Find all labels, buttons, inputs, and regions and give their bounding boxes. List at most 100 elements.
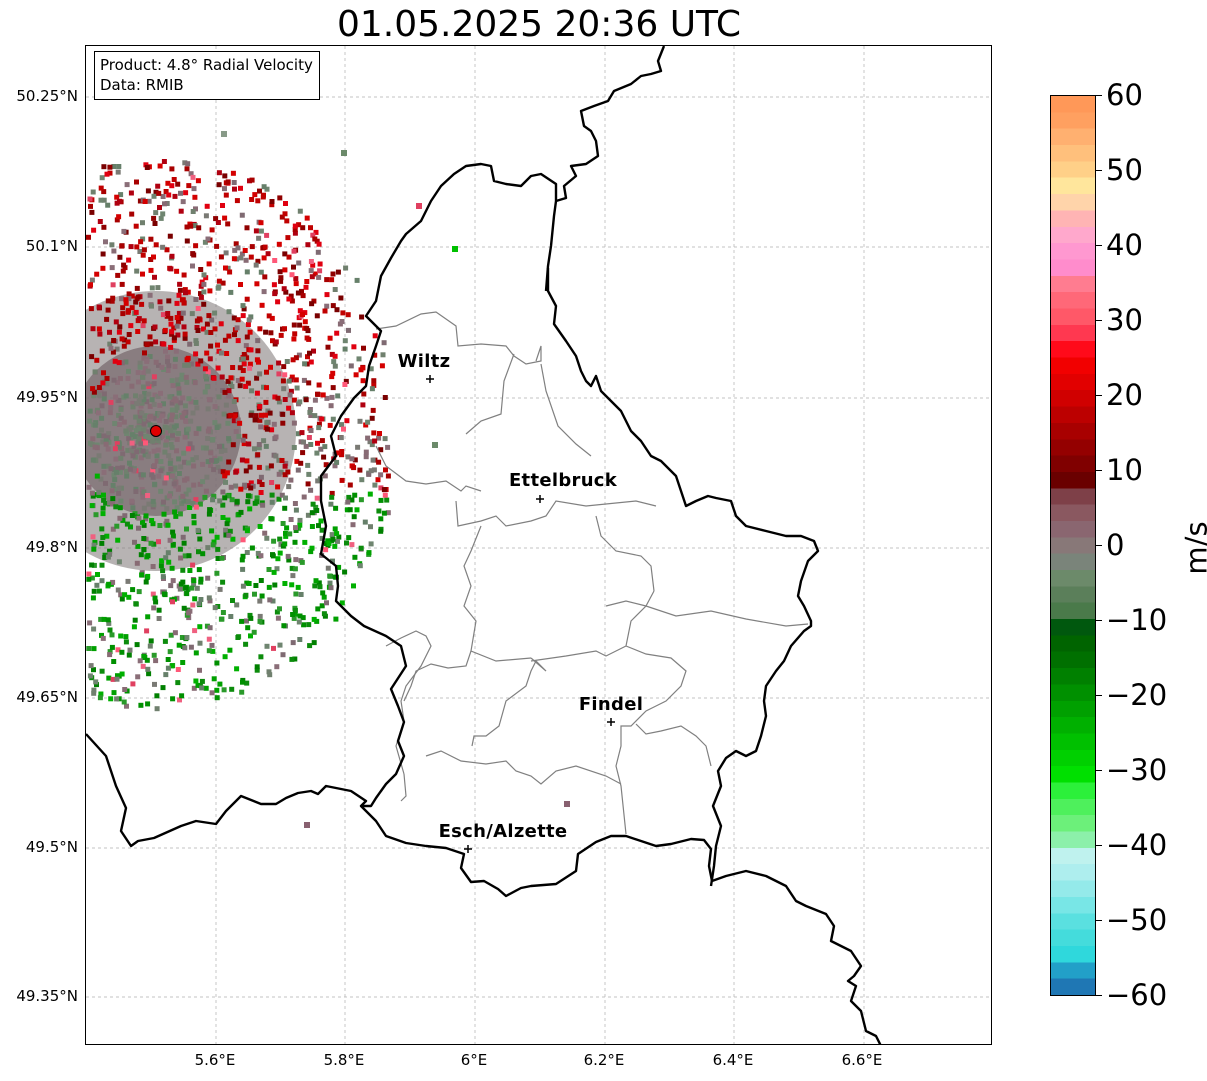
radar-echo-pixel	[276, 399, 282, 405]
radar-echo-pixel	[234, 602, 240, 608]
radar-echo-pixel	[205, 236, 211, 242]
radar-echo-pixel	[140, 271, 145, 277]
radar-echo-pixel	[124, 182, 130, 188]
radar-echo-pixel	[264, 385, 269, 391]
radar-echo-pixel	[183, 491, 189, 497]
radar-echo-pixel	[135, 674, 141, 680]
radar-echo-pixel	[231, 418, 237, 424]
radar-echo-pixel	[226, 388, 232, 394]
radar-echo-pixel	[171, 424, 177, 430]
radar-echo-pixel	[253, 413, 259, 419]
map-panel[interactable]	[85, 45, 992, 1045]
colorbar-tick-label: −40	[1106, 828, 1168, 862]
radar-echo-pixel	[241, 441, 247, 447]
radar-echo-pixel	[285, 469, 291, 475]
radar-echo-pixel	[101, 497, 107, 503]
radar-echo-pixel	[274, 609, 280, 615]
colorbar-tick-mark	[1095, 845, 1102, 846]
radar-echo-pixel	[198, 291, 203, 297]
radar-echo-pixel	[109, 644, 115, 650]
radar-echo-pixel	[124, 473, 130, 479]
radar-echo-pixel	[218, 350, 224, 356]
radar-echo-pixel	[180, 493, 186, 499]
canton-border-esch-west	[400, 773, 407, 802]
radar-echo-pixel	[190, 263, 195, 269]
radar-echo-pixel	[298, 460, 304, 466]
radar-echo-pixel	[109, 242, 115, 248]
radar-echo-pixel	[110, 526, 116, 532]
radar-echo-pixel	[280, 411, 286, 417]
radar-echo-pixel	[297, 308, 303, 314]
radar-echo-pixel	[201, 326, 206, 332]
radar-echo-pixel	[141, 489, 147, 495]
radar-echo-pixel	[121, 343, 127, 349]
radar-echo-pixel	[205, 406, 211, 412]
radar-echo-pixel	[196, 601, 202, 607]
radar-echo-pixel	[181, 450, 187, 456]
radar-echo-pixel	[323, 541, 329, 547]
radar-echo-pixel	[226, 532, 232, 538]
radar-echo-pixel	[343, 265, 349, 271]
radar-echo-pixel	[100, 511, 106, 517]
radar-echo-pixel	[115, 169, 121, 175]
radar-echo-pixel	[208, 343, 214, 349]
colorbar-tick-label: −30	[1106, 753, 1168, 787]
radar-echo-pixel	[325, 538, 331, 544]
radar-echo-pixel	[96, 493, 102, 499]
radar-echo-pixel	[204, 350, 210, 356]
radar-echo-pixel	[323, 462, 329, 468]
radar-echo-pixel	[105, 298, 111, 304]
radar-echo-pixel	[111, 659, 117, 664]
radar-echo-pixel	[330, 536, 336, 542]
radar-echo-pixel	[243, 468, 249, 474]
radar-echo-pixel	[335, 269, 341, 275]
radar-echo-pixel	[114, 676, 120, 682]
radar-echo-pixel	[167, 493, 173, 499]
radar-echo-pixel	[165, 180, 171, 186]
radar-echo-pixel	[105, 446, 111, 452]
radar-echo-pixel	[134, 285, 140, 291]
radar-echo-pixel	[92, 444, 98, 450]
radar-echo-pixel	[239, 557, 245, 563]
radar-echo-pixel	[299, 559, 305, 565]
radar-echo-pixel	[89, 354, 95, 360]
radar-echo-pixel	[115, 272, 121, 278]
radar-echo-pixel	[177, 281, 183, 287]
radar-echo-pixel	[332, 526, 338, 532]
radar-echo-pixel	[104, 171, 110, 177]
radar-echo-pixel	[319, 527, 325, 533]
radar-echo-pixel	[237, 420, 243, 426]
radar-echo-pixel	[133, 489, 139, 494]
radar-echo-pixel	[212, 404, 218, 409]
data-source-label: Data: RMIB	[100, 76, 184, 94]
radar-echo-pixel	[197, 667, 202, 673]
radar-echo-pixel	[215, 464, 221, 470]
radar-echo-pixel	[149, 397, 155, 403]
radar-echo-pixel	[316, 241, 322, 247]
radar-echo-pixel	[264, 426, 270, 432]
radar-echo-pixel	[324, 600, 329, 606]
map-canvas[interactable]	[86, 46, 992, 1045]
radar-echo-pixel	[289, 272, 295, 278]
radar-echo-pixel	[258, 474, 264, 480]
radar-echo-pixel	[190, 562, 196, 568]
radar-echo-pixel	[104, 376, 110, 381]
radar-echo-pixel	[147, 434, 153, 440]
radar-echo-pixel	[107, 627, 113, 633]
radar-echo-pixel	[159, 558, 165, 564]
radar-echo-pixel	[218, 321, 224, 327]
radar-echo-pixel	[175, 319, 181, 325]
radar-echo-pixel	[258, 269, 264, 275]
radar-echo-pixel	[178, 555, 184, 561]
radar-echo-pixel	[368, 366, 374, 372]
radar-echo-pixel	[111, 248, 117, 254]
radar-echo-pixel	[286, 557, 292, 563]
radar-echo-pixel	[289, 656, 295, 662]
radar-echo-pixel	[283, 201, 288, 206]
radar-echo-pixel	[172, 509, 178, 515]
radar-echo-pixel	[271, 538, 277, 544]
radar-echo-pixel	[88, 306, 94, 312]
radar-echo-pixel	[116, 397, 122, 403]
radar-echo-pixel	[173, 348, 179, 354]
radar-echo-pixel	[115, 647, 121, 653]
